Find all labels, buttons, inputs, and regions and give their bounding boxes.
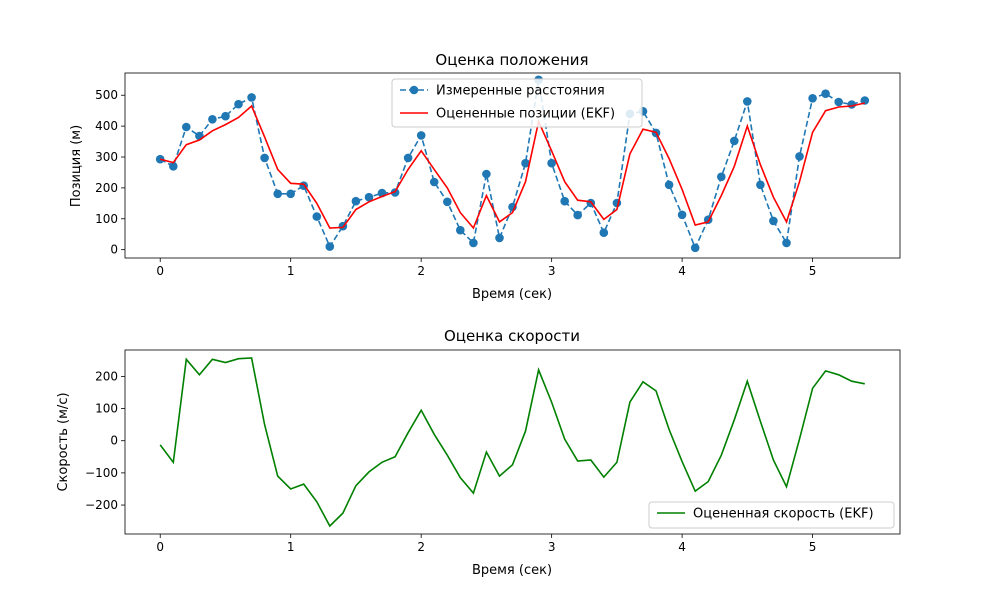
data-point: [756, 180, 765, 190]
data-point: [547, 158, 556, 168]
data-point: [677, 210, 687, 220]
y-tick-label: 500: [95, 88, 118, 102]
data-point: [469, 238, 478, 248]
data-point: [234, 99, 243, 109]
y-tick-label: −100: [85, 466, 118, 480]
data-point: [664, 180, 674, 190]
velocity-chart: Оценка скорости Время (сек) Скорость (м/…: [56, 327, 901, 578]
x-tick-label: 5: [809, 540, 817, 554]
data-point: [403, 153, 413, 163]
position-y-axis-label: Позиция (м): [69, 125, 84, 207]
legend-label: Измеренные расстояния: [436, 84, 605, 99]
y-tick-label: 200: [95, 181, 118, 195]
data-point: [260, 153, 269, 163]
data-point: [730, 136, 739, 146]
y-tick-label: 300: [95, 150, 118, 164]
position-x-axis-label: Время (сек): [472, 287, 552, 302]
legend-box: [648, 501, 895, 529]
y-tick-label: 400: [95, 119, 118, 133]
data-point: [169, 162, 178, 171]
data-point: [495, 233, 504, 243]
data-point: [482, 169, 491, 179]
position-chart: Оценка положения Время (сек) Позиция (м)…: [69, 51, 901, 302]
data-point: [364, 192, 374, 202]
legend-marker: [409, 85, 419, 95]
legend-box: [391, 78, 643, 128]
y-tick-label: 100: [95, 402, 118, 416]
data-point: [182, 122, 191, 132]
data-point: [208, 115, 217, 124]
x-tick-label: 1: [287, 264, 295, 278]
data-point: [821, 89, 830, 98]
data-point: [573, 210, 582, 220]
y-tick-label: 0: [110, 434, 118, 448]
x-tick-label: 3: [548, 540, 556, 554]
data-point: [456, 225, 465, 235]
data-point: [221, 111, 230, 121]
plot-frame: [124, 349, 901, 535]
data-point: [390, 188, 400, 197]
data-point: [743, 97, 752, 106]
velocity-x-axis-label: Время (сек): [472, 563, 552, 578]
velocity-chart-title: Оценка скорости: [444, 327, 580, 345]
data-point: [351, 196, 361, 206]
x-tick-label: 0: [156, 540, 164, 554]
y-tick-label: 200: [95, 369, 118, 383]
x-tick-label: 5: [809, 264, 817, 278]
data-point: [769, 216, 778, 226]
x-tick-label: 1: [287, 540, 295, 554]
data-point: [782, 238, 791, 248]
x-tick-label: 4: [678, 540, 686, 554]
velocity-y-axis-label: Скорость (м/с): [56, 392, 71, 491]
position-chart-title: Оценка положения: [435, 51, 588, 69]
data-point: [312, 212, 322, 221]
data-point: [717, 172, 726, 182]
data-point: [195, 131, 204, 141]
y-tick-label: 0: [110, 243, 118, 257]
data-point: [247, 93, 256, 102]
x-tick-label: 2: [417, 264, 425, 278]
data-point: [443, 197, 452, 207]
data-point: [416, 131, 426, 140]
x-tick-label: 0: [156, 264, 164, 278]
data-point: [599, 228, 609, 237]
data-point: [560, 196, 569, 206]
data-point: [690, 243, 700, 253]
data-point: [521, 158, 530, 168]
data-point: [795, 152, 804, 161]
data-point: [325, 242, 335, 251]
data-point: [834, 97, 843, 107]
data-point: [808, 94, 817, 103]
data-point: [429, 177, 439, 187]
x-tick-label: 3: [548, 264, 556, 278]
series-line-0-1: [159, 102, 865, 230]
y-tick-label: 100: [95, 212, 118, 226]
x-tick-label: 2: [417, 540, 425, 554]
legend-label: Оцененная скорость (EKF): [693, 507, 874, 522]
plot-frame: [124, 72, 901, 259]
data-point: [273, 189, 283, 199]
x-tick-label: 4: [678, 264, 686, 278]
series-line-1-0: [159, 357, 865, 528]
y-tick-label: −200: [85, 498, 118, 512]
legend-label: Оцененные позиции (EKF): [436, 107, 615, 122]
data-point: [860, 96, 870, 105]
data-point: [286, 189, 296, 199]
